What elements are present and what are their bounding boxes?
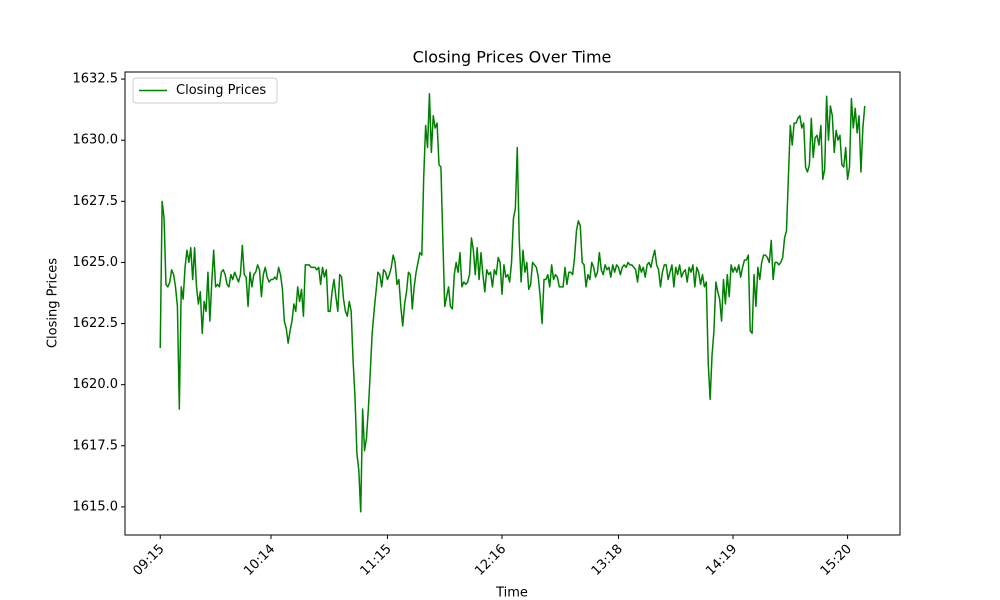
chart-title: Closing Prices Over Time xyxy=(413,48,612,67)
x-tick-label: 09:15 xyxy=(130,542,167,579)
x-axis-label: Time xyxy=(495,586,528,600)
data-line xyxy=(159,93,866,513)
x-tick-label: 10:14 xyxy=(241,542,278,579)
y-tick-label: 1620.0 xyxy=(73,377,119,392)
x-tick-label: 12:16 xyxy=(472,542,509,579)
y-tick-label: 1630.0 xyxy=(73,133,119,148)
y-tick-label: 1617.5 xyxy=(73,438,119,453)
x-tick-label: 14:19 xyxy=(703,542,740,579)
y-tick-label: 1615.0 xyxy=(73,499,119,514)
y-tick-label: 1632.5 xyxy=(73,72,119,87)
x-tick-label: 13:18 xyxy=(589,542,626,579)
legend-label: Closing Prices xyxy=(176,83,266,98)
plot-frame xyxy=(124,71,901,536)
y-tick-label: 1625.0 xyxy=(73,255,119,270)
legend-box xyxy=(132,77,278,104)
y-axis-label: Closing Prices xyxy=(46,258,61,348)
x-tick-label: 11:15 xyxy=(358,542,395,579)
y-tick-label: 1627.5 xyxy=(73,194,119,209)
y-tick-label: 1622.5 xyxy=(73,316,119,331)
x-tick-label: 15:20 xyxy=(818,542,855,579)
